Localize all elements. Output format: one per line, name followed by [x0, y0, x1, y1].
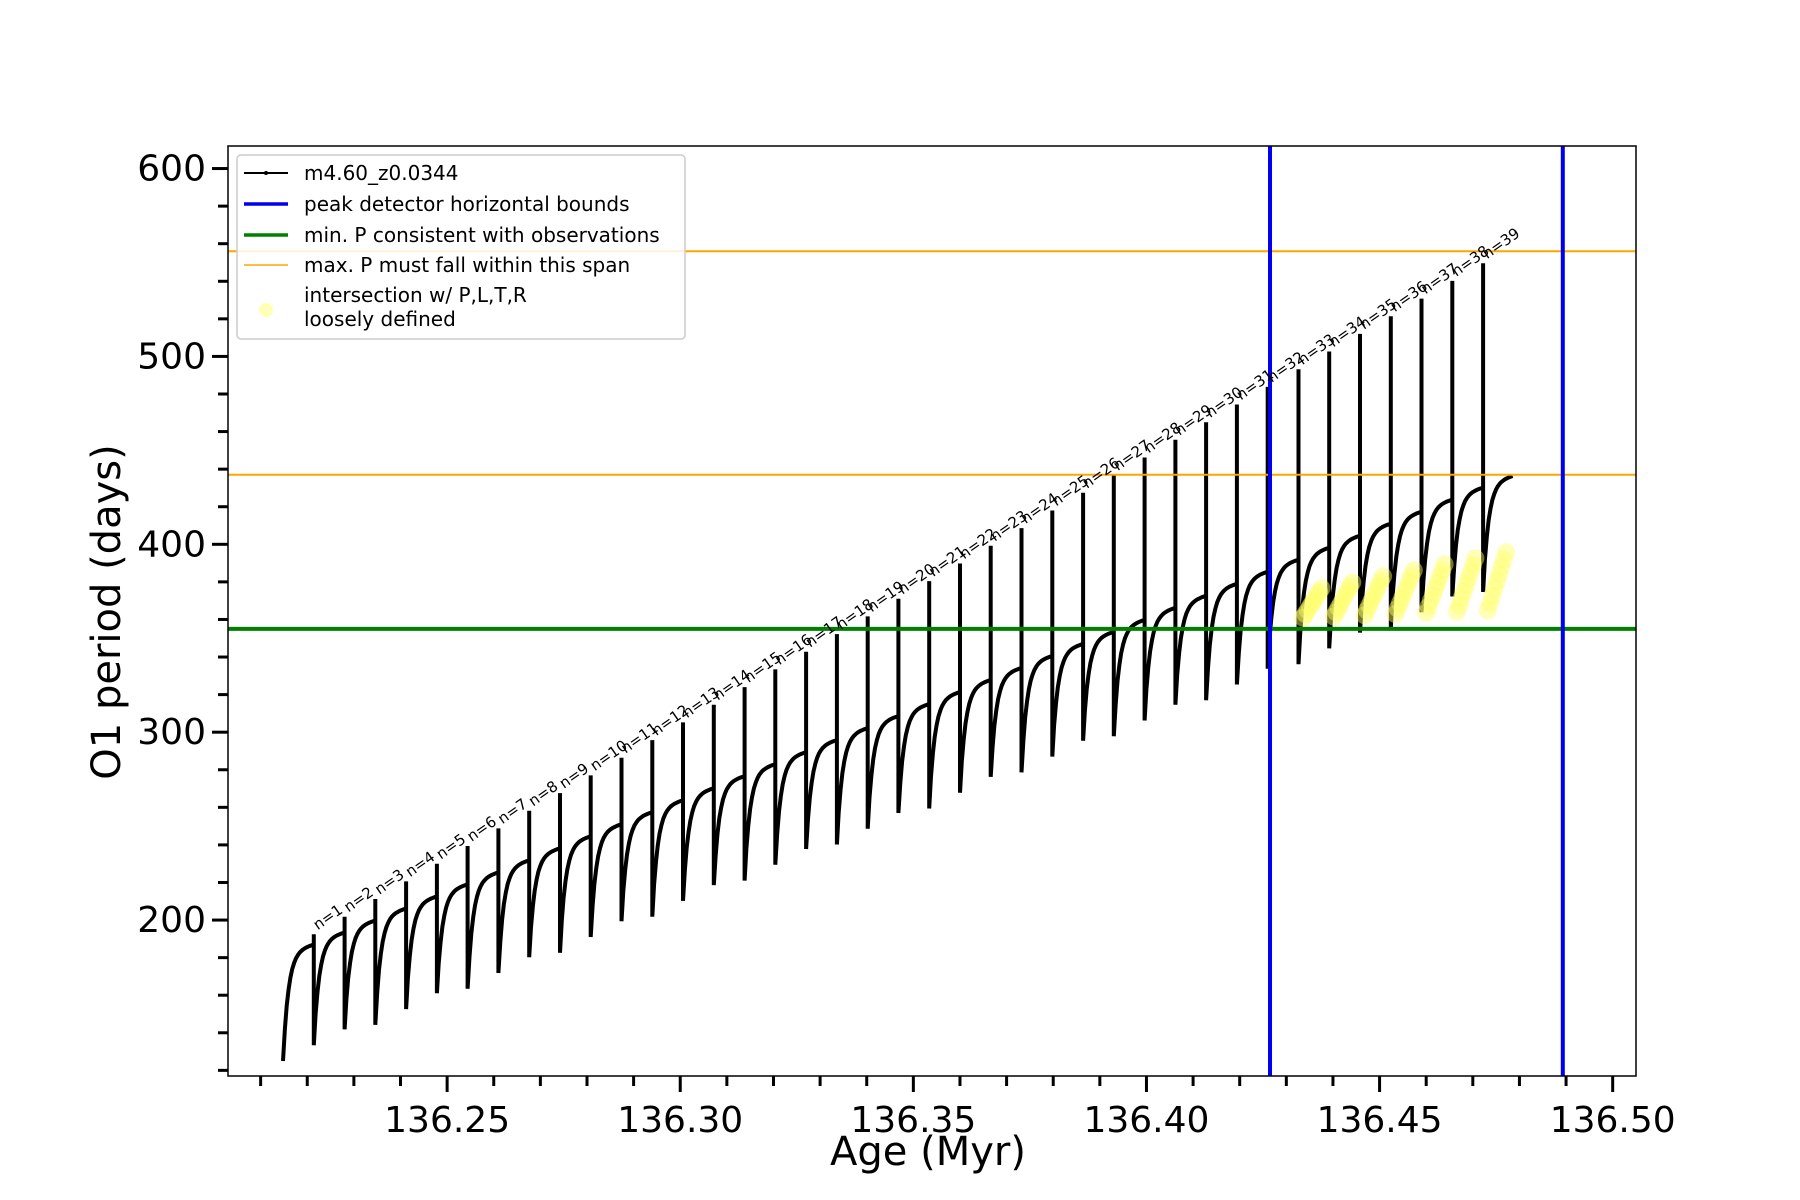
intersection-marker [1478, 601, 1497, 620]
intersection-marker [1490, 565, 1509, 584]
intersection-marker [1307, 586, 1326, 605]
y-axis-label: O1 period (days) [84, 444, 130, 779]
legend-label-peak-bounds: peak detector horizontal bounds [304, 192, 630, 216]
intersection-marker [1341, 577, 1359, 596]
intersection-marker [1294, 608, 1313, 627]
intersection-marker [1426, 579, 1445, 598]
intersection-marker [1357, 601, 1376, 620]
intersection-marker [1329, 599, 1348, 617]
intersection-marker [1303, 594, 1322, 612]
y-tick-label: 300 [137, 712, 206, 753]
intersection-marker [1362, 591, 1381, 610]
intersection-marker [1393, 588, 1412, 607]
series-line [281, 263, 1514, 1062]
legend-label-max-p: max. P must fall within this span [304, 253, 630, 277]
intersection-marker [1310, 582, 1329, 601]
intersection-marker [1497, 543, 1516, 562]
intersection-marker [1454, 582, 1473, 601]
intersection-marker [1435, 555, 1454, 574]
intersection-marker [1298, 601, 1317, 620]
intersection-marker [1355, 606, 1374, 625]
intersection-marker [1485, 579, 1504, 598]
intersection-marker [1296, 605, 1315, 623]
intersection-marker [1424, 585, 1443, 604]
intersection-marker [1338, 581, 1357, 600]
intersection-marker [1305, 590, 1324, 609]
legend-box [236, 154, 686, 340]
intersection-marker [1367, 581, 1386, 600]
intersection-marker [1360, 596, 1379, 615]
intersection-marker [1400, 572, 1419, 591]
y-tick-label: 400 [137, 524, 206, 565]
intersection-marker [1371, 572, 1390, 591]
intersection-marker [1312, 579, 1331, 598]
y-tick-label: 200 [137, 900, 206, 941]
intersection-marker [1450, 596, 1469, 614]
intersection-marker [1374, 567, 1393, 586]
intersection-marker [1395, 583, 1414, 602]
intersection-marker [1343, 573, 1362, 592]
intersection-marker [1431, 567, 1449, 586]
legend-label-intersection-2: loosely defined [304, 307, 456, 331]
intersection-marker [1301, 597, 1319, 616]
intersection-marker [1397, 577, 1416, 596]
intersection-marker [1421, 591, 1440, 610]
series-layer [281, 263, 1514, 1062]
intersection-marker [1327, 603, 1346, 622]
intersection-marker [1466, 549, 1485, 568]
intersection-marker [1324, 607, 1343, 626]
intersection-marker [1494, 550, 1513, 569]
intersection-marker [1369, 577, 1388, 595]
intersection-marker [1464, 555, 1483, 574]
intersection-marker [1402, 566, 1421, 585]
legend-series-marker [264, 171, 268, 175]
intersection-marker [1452, 589, 1471, 608]
x-tick-label: 136.45 [1317, 1100, 1443, 1141]
legend-label-min-p: min. P consistent with observations [304, 223, 660, 247]
legend-label-intersection: intersection w/ P,L,T,R [304, 283, 527, 307]
intersection-marker [1447, 602, 1466, 621]
x-axis-label: Age (Myr) [830, 1129, 1026, 1175]
intersection-markers [1294, 543, 1516, 627]
x-tick-label: 136.35 [850, 1100, 976, 1141]
intersection-marker [1331, 594, 1350, 613]
x-tick-label: 136.50 [1550, 1100, 1676, 1141]
intersection-marker [1336, 586, 1355, 605]
intersection-marker [1391, 594, 1409, 613]
y-tick-label: 600 [137, 149, 206, 190]
intersection-marker [1364, 586, 1383, 605]
intersection-marker [1386, 605, 1405, 624]
intersection-marker [1461, 562, 1480, 581]
intersection-marker [1404, 561, 1423, 580]
intersection-marker [1417, 603, 1436, 622]
intersection-marker [1433, 561, 1452, 580]
intersection-marker [1481, 594, 1499, 613]
x-tick-label: 136.25 [384, 1100, 510, 1141]
intersection-marker [1459, 569, 1478, 588]
legend-label-series: m4.60_z0.0344 [304, 161, 459, 185]
plot-frame [227, 145, 1637, 1077]
intersection-marker [1419, 597, 1438, 616]
legend: m4.60_z0.0344 peak detector horizontal b… [236, 154, 686, 340]
y-tick-label: 500 [137, 336, 206, 377]
intersection-marker [1487, 572, 1506, 591]
intersection-marker [1334, 590, 1353, 609]
intersection-marker [1483, 586, 1502, 605]
intersection-marker [1457, 576, 1476, 594]
intersection-marker [1388, 599, 1407, 618]
x-tick-label: 136.30 [617, 1100, 743, 1141]
legend-intersection-marker [259, 303, 273, 317]
axes: 200 300 400 500 600 136.25 136.30 136.35 136.40 1… [137, 149, 1675, 1141]
intersection-marker [1492, 557, 1511, 576]
x-tick-label: 136.40 [1083, 1100, 1209, 1141]
intersection-marker [1428, 573, 1447, 592]
